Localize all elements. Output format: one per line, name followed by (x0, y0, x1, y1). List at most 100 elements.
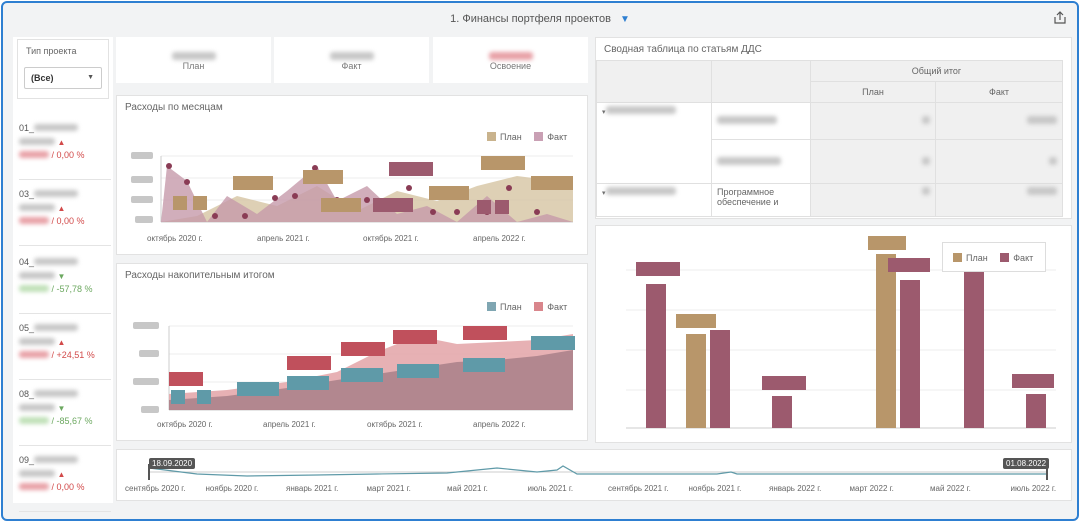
timeline-tick: март 2022 г. (849, 484, 894, 493)
pivot-total-header: Общий итог (810, 60, 1063, 82)
triangle-up-icon: ▲ (57, 470, 66, 479)
timeline-start-handle[interactable]: 18.09.2020 (149, 458, 196, 469)
project-name: 03_ (19, 189, 35, 199)
kpi-fact: Факт (274, 37, 429, 83)
project-item[interactable]: 04_ ▼ / -57,78 % (19, 253, 111, 314)
legend-plan-swatch (487, 302, 496, 311)
monthly-legend: План Факт (487, 132, 567, 142)
project-percent: / 0,00 % (49, 150, 85, 160)
pivot-fact-header: Факт (935, 81, 1063, 103)
cumulative-x-tick-3: апрель 2022 г. (473, 420, 526, 429)
project-item[interactable]: 09_ ▲ / 0,00 % (19, 451, 111, 512)
kpi-plan: План (116, 37, 271, 83)
project-percent: / -57,78 % (49, 284, 93, 294)
timeline-tick: май 2021 г. (447, 484, 488, 493)
monthly-x-tick-3: апрель 2022 г. (473, 234, 526, 243)
project-name: 09_ (19, 455, 35, 465)
legend-fact-swatch (534, 302, 544, 311)
timeline-tick: март 2021 г. (366, 484, 411, 493)
triangle-down-icon: ▼ (57, 272, 66, 281)
project-percent: / +24,51 % (49, 350, 95, 360)
triangle-down-icon: ▼ (57, 404, 66, 413)
triangle-up-icon: ▲ (57, 204, 66, 213)
pivot-row-group-1[interactable]: ▾ (596, 102, 712, 184)
project-percent: / -85,67 % (49, 416, 93, 426)
pivot-row-item-1 (711, 101, 811, 141)
legend-fact-swatch (1000, 253, 1010, 262)
dashboard-title-text: 1. Финансы портфеля проектов (450, 13, 611, 25)
cumulative-expenses-chart: Расходы накопительным итогом План Факт (116, 263, 588, 441)
timeline-tick: ноябрь 2021 г. (688, 484, 742, 493)
pivot-row-item-2 (711, 139, 811, 184)
timeline-svg (148, 464, 1048, 480)
legend-fact-label: Факт (1013, 253, 1034, 263)
monthly-chart-svg (131, 152, 573, 223)
kpi-plan-value (171, 52, 216, 60)
plan-fact-bar-chart: План Факт (595, 225, 1072, 443)
legend-plan-swatch (953, 253, 962, 262)
timeline-tick: январь 2022 г. (769, 484, 822, 493)
pivot-table-panel: Сводная таблица по статьям ДДС Общий ито… (595, 37, 1072, 219)
share-icon[interactable] (1053, 11, 1067, 25)
bar-legend: План Факт (942, 242, 1046, 272)
legend-plan-swatch (487, 132, 496, 141)
cumulative-chart-svg (133, 322, 575, 413)
filter-icon[interactable]: ▼ (619, 14, 630, 25)
pivot-row-item-3: Программное обеспечение и (711, 183, 811, 217)
timeline-tick: январь 2021 г. (286, 484, 339, 493)
monthly-fact-area (161, 166, 573, 222)
cumulative-x-tick-0: октябрь 2020 г. (157, 420, 213, 429)
timeline-slider[interactable]: 18.09.2020 01.08.2022 сентябрь 2020 г. но… (116, 449, 1072, 501)
cumulative-legend: План Факт (487, 302, 567, 312)
cumulative-chart-title: Расходы накопительным итогом (125, 270, 275, 281)
cumulative-x-tick-2: октябрь 2021 г. (367, 420, 423, 429)
pivot-title: Сводная таблица по статьям ДДС (604, 44, 762, 55)
kpi-progress-value (488, 52, 533, 60)
timeline-tick: июль 2022 г. (1010, 484, 1057, 493)
timeline-tick: май 2022 г. (930, 484, 971, 493)
pivot-plan-header: План (810, 81, 936, 103)
timeline-tick: ноябрь 2020 г. (205, 484, 259, 493)
timeline-sparkline (148, 465, 1047, 477)
kpi-progress: Освоение (433, 37, 588, 83)
timeline-tick: июль 2021 г. (527, 484, 574, 493)
triangle-up-icon: ▲ (57, 338, 66, 347)
project-name: 05_ (19, 323, 35, 333)
legend-plan-label: План (500, 132, 522, 142)
chevron-down-icon: ▼ (87, 74, 94, 81)
project-item[interactable]: 05_ ▲ / +24,51 % (19, 319, 111, 380)
kpi-fact-label: Факт (341, 61, 362, 71)
project-type-filter: Тип проекта (Все) ▼ (17, 39, 109, 99)
project-percent: / 0,00 % (49, 216, 85, 226)
triangle-up-icon: ▲ (57, 138, 66, 147)
monthly-x-tick-1: апрель 2021 г. (257, 234, 310, 243)
monthly-x-tick-2: октябрь 2021 г. (363, 234, 419, 243)
legend-fact-label: Факт (547, 132, 568, 142)
pivot-row-group-2[interactable]: ▾ (596, 183, 712, 217)
kpi-fact-value (329, 52, 374, 60)
project-item[interactable]: 01_ ▲ / 0,00 % (19, 119, 111, 180)
monthly-chart-title: Расходы по месяцам (125, 102, 223, 113)
kpi-progress-label: Освоение (489, 61, 532, 71)
legend-plan-label: План (500, 302, 522, 312)
monthly-x-tick-0: октябрь 2020 г. (147, 234, 203, 243)
kpi-plan-label: План (182, 61, 205, 71)
timeline-end-handle[interactable]: 01.08.2022 (1003, 458, 1050, 469)
project-name: 04_ (19, 257, 35, 267)
project-name: 01_ (19, 123, 35, 133)
cumulative-x-tick-1: апрель 2021 г. (263, 420, 316, 429)
project-percent: / 0,00 % (49, 482, 85, 492)
legend-fact-swatch (534, 132, 544, 141)
project-type-dropdown[interactable]: (Все) ▼ (24, 67, 102, 89)
left-sidebar: Тип проекта (Все) ▼ (13, 37, 113, 503)
project-name: 08_ (19, 389, 35, 399)
project-item[interactable]: 08_ ▼ / -85,67 % (19, 385, 111, 446)
legend-fact-label: Факт (547, 302, 568, 312)
project-item[interactable]: 03_ ▲ / 0,00 % (19, 185, 111, 246)
bar-chart-svg (626, 236, 1056, 429)
legend-plan-label: План (966, 253, 988, 263)
filter-label: Тип проекта (26, 46, 77, 56)
dropdown-value: (Все) (31, 73, 54, 83)
pivot-table: Общий итог План Факт ▾ ▾ Программное обе… (596, 60, 1063, 217)
